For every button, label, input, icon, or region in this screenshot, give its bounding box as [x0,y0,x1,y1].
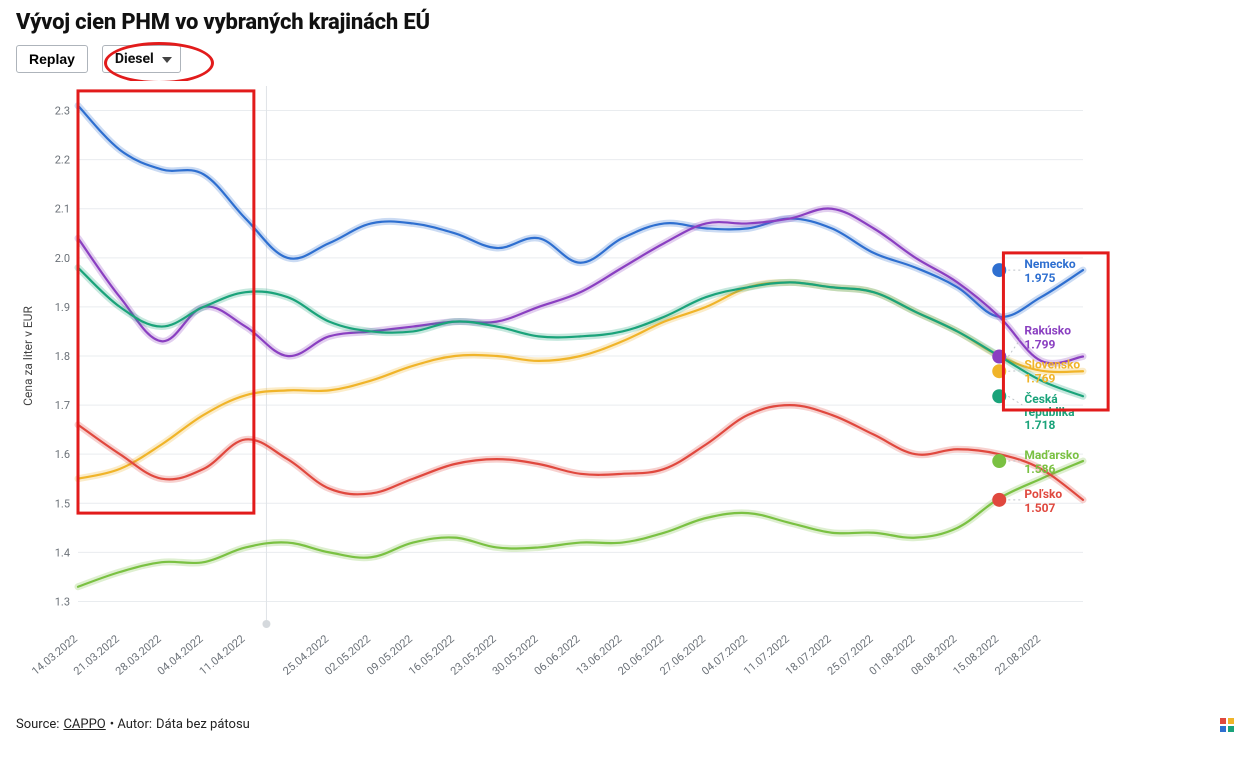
legend-value-slovensko: 1.769 [1024,372,1055,386]
line-chart: 1.3 1.4 1.5 1.6 1.7 1.8 1.9 2.0 2.1 2.2 2.3 Cena za… [16,81,1234,711]
y-axis-label: Cena za liter v EUR [21,306,35,406]
y-tick-label: 1.9 [55,301,70,314]
chevron-down-icon [162,50,172,68]
source-link[interactable]: CAPPO [63,717,105,732]
series-end-marker-polsko [992,493,1006,507]
replay-button[interactable]: Replay [16,45,88,73]
legend-label-madarsko: Maďarsko [1024,448,1079,462]
y-tick-label: 2.0 [55,252,70,265]
legend-value-ceska: 1.718 [1024,418,1055,432]
y-tick-label: 1.5 [55,497,70,510]
chart-controls: Replay Diesel [16,45,1234,73]
y-tick-label: 1.7 [55,399,70,412]
y-tick-label: 2.2 [55,154,70,167]
author-name: Dáta bez pátosu [156,717,250,732]
fuel-type-selected-label: Diesel [115,51,154,67]
legend-value-polsko: 1.507 [1024,501,1055,515]
author-prefix: • Autor: [110,717,152,732]
legend-value-nemecko: 1.975 [1024,271,1055,285]
series-end-marker-madarsko [992,454,1006,468]
y-tick-label: 2.1 [55,203,70,216]
legend-label-rakusko: Rakúsko [1024,323,1071,337]
source-label: Source: [16,717,59,732]
legend-label-polsko: Poľsko [1024,487,1062,501]
page-title: Vývoj cien PHM vo vybraných krajinách EÚ [16,10,1234,35]
y-tick-label: 1.3 [55,595,70,608]
legend-label-ceska-2: republika [1024,405,1075,419]
legend-value-rakusko: 1.799 [1024,337,1055,351]
legend-label-ceska: Česká [1024,391,1058,406]
legend-value-madarsko: 1.586 [1024,462,1055,476]
publisher-logo-icon [1220,718,1234,732]
legend-label-slovensko: Slovensko [1024,358,1080,372]
y-tick-label: 1.6 [55,448,70,461]
y-tick-label: 1.8 [55,350,70,363]
y-tick-label: 1.4 [55,546,70,559]
chart-footer: Source: CAPPO • Autor: Dáta bez pátosu [16,717,1234,732]
fuel-type-select[interactable]: Diesel [102,45,181,73]
legend-label-nemecko: Nemecko [1024,257,1075,271]
y-tick-label: 2.3 [55,105,70,118]
